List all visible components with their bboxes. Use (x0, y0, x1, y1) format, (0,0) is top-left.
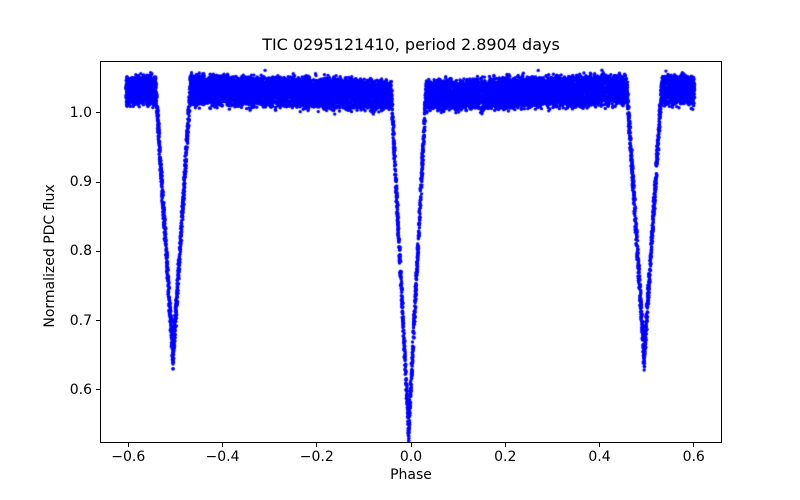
y-tick-label: 0.6 (69, 381, 92, 398)
x-tick (316, 443, 318, 447)
plot-title: TIC 0295121410, period 2.8904 days (262, 35, 560, 54)
y-tick (96, 112, 100, 114)
y-tick-label: 0.8 (69, 243, 92, 260)
y-tick (96, 389, 100, 391)
y-axis-label: Normalized PDC flux (42, 184, 58, 328)
x-tick-label: 0.4 (588, 449, 611, 465)
x-tick-label: 0.2 (494, 449, 517, 465)
x-axis-label: Phase (390, 467, 432, 483)
y-tick-label: 1.0 (69, 104, 92, 121)
x-tick (222, 443, 223, 447)
x-tick (410, 443, 412, 447)
x-tick-label: −0.2 (299, 449, 334, 465)
x-tick-label: 0.0 (399, 449, 423, 465)
y-tick (96, 250, 100, 252)
x-tick (127, 443, 129, 447)
scatter-canvas (100, 61, 722, 443)
y-tick-label: 0.7 (69, 312, 92, 329)
x-tick-label: −0.4 (205, 449, 240, 465)
x-tick (693, 443, 695, 447)
x-tick-label: 0.6 (682, 449, 705, 465)
y-tick (96, 320, 100, 321)
axes-frame (100, 61, 722, 443)
y-tick (96, 181, 100, 183)
x-tick (598, 443, 600, 447)
y-tick-label: 0.9 (69, 174, 92, 191)
x-tick (504, 443, 506, 447)
x-tick-label: −0.6 (111, 449, 146, 465)
